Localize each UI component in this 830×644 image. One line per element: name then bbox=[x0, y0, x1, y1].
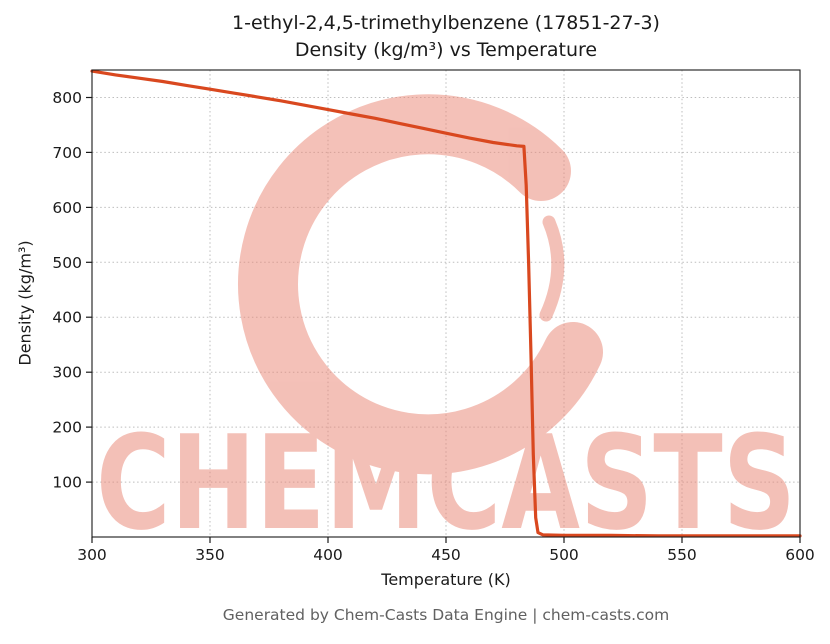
x-tick-label: 450 bbox=[431, 546, 461, 564]
y-tick-label: 200 bbox=[52, 419, 82, 437]
y-tick-label: 100 bbox=[52, 474, 82, 492]
footer-text: Generated by Chem-Casts Data Engine | ch… bbox=[222, 606, 670, 624]
watermark-text: CHEMCASTS bbox=[96, 407, 796, 559]
x-tick-label: 550 bbox=[667, 546, 697, 564]
x-tick-label: 300 bbox=[77, 546, 107, 564]
y-tick-label: 400 bbox=[52, 309, 82, 327]
chart-title-line2: Density (kg/m³) vs Temperature bbox=[294, 39, 598, 61]
y-tick-label: 500 bbox=[52, 254, 82, 272]
watermark: CHEMCASTS bbox=[96, 94, 796, 559]
x-axis-label: Temperature (K) bbox=[381, 570, 511, 589]
x-tick-label: 500 bbox=[549, 546, 579, 564]
x-tick-label: 400 bbox=[313, 546, 343, 564]
y-tick-label: 700 bbox=[52, 144, 82, 162]
density-curve bbox=[90, 69, 802, 538]
x-tick-label: 600 bbox=[785, 546, 815, 564]
y-tick-label: 300 bbox=[52, 364, 82, 382]
y-tick-label: 800 bbox=[52, 89, 82, 107]
watermark-c-tail-icon bbox=[539, 215, 565, 322]
chart-title-line1: 1-ethyl-2,4,5-trimethylbenzene (17851-27… bbox=[232, 12, 660, 34]
y-axis-label: Density (kg/m³) bbox=[15, 240, 35, 366]
x-tick-label: 350 bbox=[195, 546, 225, 564]
axis-ticks-and-labels: 300 350 400 450 500 550 600 100 200 300 400 500 600 7… bbox=[52, 89, 814, 564]
watermark-c-logo-icon bbox=[238, 94, 603, 475]
y-tick-label: 600 bbox=[52, 199, 82, 217]
